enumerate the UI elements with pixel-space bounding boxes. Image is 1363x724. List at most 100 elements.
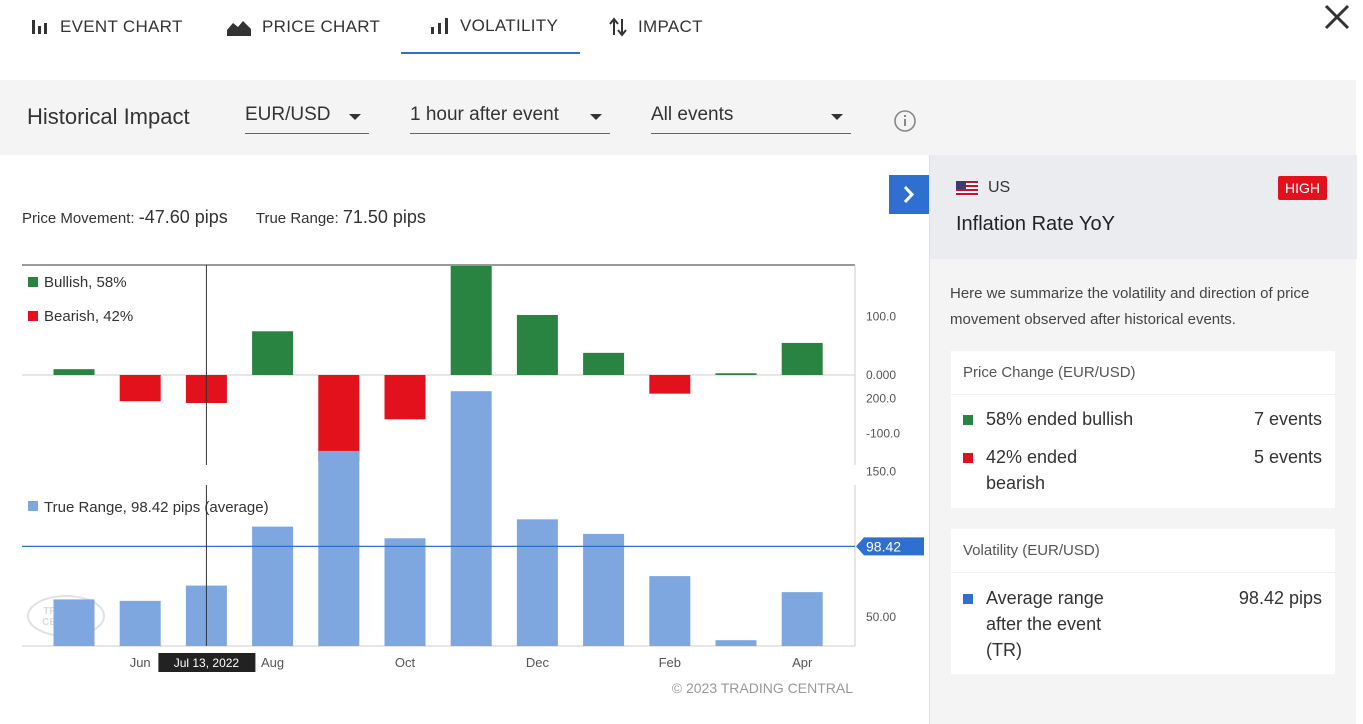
crosshair-readout: Price Movement: -47.60 pips True Range: … <box>22 207 426 228</box>
event-title: Inflation Rate YoY <box>956 213 1116 235</box>
bullish-bar <box>781 342 823 375</box>
top-nav: EVENT CHART PRICE CHART VOLATILITY IMPAC… <box>0 0 1363 80</box>
pair-select-value: EUR/USD <box>245 104 331 125</box>
range-square-icon <box>963 594 973 604</box>
chevron-down-icon <box>349 114 361 120</box>
panel-header: US HIGH Inflation Rate YoY <box>930 155 1357 259</box>
bearish-row: 42% ended bearish 5 events <box>951 444 1335 496</box>
true-range-label: True Range: <box>255 210 339 227</box>
crosshair-date-label: Jul 13, 2022 <box>174 656 240 670</box>
x-tick-label: Oct <box>395 655 416 670</box>
tab-label: IMPACT <box>638 17 703 36</box>
bearish-bar <box>318 375 360 462</box>
average-label: 98.42 <box>866 538 901 554</box>
impact-badge: HIGH <box>1278 176 1327 200</box>
tab-price-chart[interactable]: PRICE CHART <box>226 0 380 54</box>
x-tick-label: Jun <box>130 655 151 670</box>
expand-panel-button[interactable] <box>889 175 929 214</box>
range-bar <box>119 600 161 646</box>
bearish-bar <box>649 375 691 394</box>
bullish-bar <box>516 314 558 375</box>
bullish-legend-square <box>28 277 38 287</box>
toolbar: Historical Impact EUR/USD 1 hour after e… <box>0 80 1356 155</box>
event-info-panel: US HIGH Inflation Rate YoY Here we summa… <box>929 155 1357 724</box>
bearish-legend-square <box>28 311 38 321</box>
page-title: Historical Impact <box>27 104 190 129</box>
volatility-title: Volatility (EUR/USD) <box>951 529 1335 573</box>
range-bar <box>583 533 625 646</box>
bullish-bar <box>252 331 294 375</box>
events-select[interactable]: All events <box>651 102 851 134</box>
volatility-icon <box>431 18 448 34</box>
tab-volatility[interactable]: VOLATILITY <box>401 0 580 54</box>
range-bar <box>450 391 492 646</box>
bearish-label: 42% ended bearish <box>986 447 1078 493</box>
pair-select[interactable]: EUR/USD <box>245 102 369 134</box>
close-icon[interactable] <box>1322 2 1352 32</box>
bearish-square-icon <box>963 453 973 463</box>
range-bar <box>318 450 360 646</box>
bullish-bar <box>450 265 492 375</box>
average-label-box <box>856 537 924 556</box>
area-chart-icon <box>227 21 251 36</box>
y-tick-label: 50.00 <box>866 610 896 624</box>
range-bar <box>53 599 95 646</box>
range-bar <box>781 592 823 646</box>
range-legend-square <box>28 501 38 511</box>
bearish-bar <box>119 375 161 402</box>
info-icon[interactable] <box>893 109 917 133</box>
chevron-down-icon <box>590 114 602 120</box>
price-change-title: Price Change (EUR/USD) <box>951 351 1335 395</box>
chart-area: Price Movement: -47.60 pips True Range: … <box>0 155 928 724</box>
range-bar <box>516 519 558 646</box>
price-change-card: Price Change (EUR/USD) 58% ended bullish… <box>951 351 1335 508</box>
range-bar <box>252 526 294 646</box>
legend-bearish: Bearish, 42% <box>44 308 133 325</box>
tab-label: EVENT CHART <box>60 17 183 36</box>
y-tick-label: 0.000 <box>866 368 896 382</box>
range-bar <box>384 538 426 646</box>
average-range-row: Average range after the event (TR) 98.42… <box>951 585 1335 663</box>
bullish-bar <box>715 373 757 375</box>
y-tick-label: 150.0 <box>866 464 896 478</box>
tab-label: VOLATILITY <box>460 16 559 35</box>
bullish-bar <box>583 352 625 375</box>
tab-label: PRICE CHART <box>262 17 381 36</box>
timeframe-select[interactable]: 1 hour after event <box>410 102 610 134</box>
bearish-count: 5 events <box>1253 447 1322 467</box>
bullish-row: 58% ended bullish 7 events <box>951 406 1335 432</box>
country-code: US <box>988 179 1011 196</box>
bullish-square-icon <box>963 415 973 425</box>
price-movement-value: -47.60 pips <box>138 207 228 227</box>
x-tick-label: Aug <box>261 655 284 670</box>
bar-chart-icon <box>32 20 47 34</box>
bullish-label: 58% ended bullish <box>986 409 1134 429</box>
events-select-value: All events <box>651 104 734 125</box>
chevron-right-icon <box>903 185 915 204</box>
bullish-bar <box>53 369 95 375</box>
legend-true-range: True Range, 98.42 pips (average) <box>44 499 269 516</box>
range-bar <box>715 640 757 646</box>
average-range-value: 98.42 pips <box>1238 588 1322 608</box>
x-tick-label: Feb <box>659 655 681 670</box>
bullish-count: 7 events <box>1253 409 1322 429</box>
tab-event-chart[interactable]: EVENT CHART <box>30 0 183 54</box>
volatility-card: Volatility (EUR/USD) Average range after… <box>951 529 1335 674</box>
up-down-arrows-icon <box>609 17 627 37</box>
legend-bullish: Bullish, 58% <box>44 274 127 291</box>
average-range-label: Average range after the event (TR) <box>986 588 1104 660</box>
chevron-down-icon <box>831 114 843 120</box>
crosshair-date-box <box>158 653 256 672</box>
tab-impact[interactable]: IMPACT <box>608 0 703 54</box>
x-tick-label: Dec <box>526 655 550 670</box>
range-bar <box>649 576 691 646</box>
summary-text: Here we summarize the volatility and dir… <box>950 285 1310 328</box>
timeframe-select-value: 1 hour after event <box>410 104 559 125</box>
price-movement-label: Price Movement: <box>22 210 135 227</box>
volatility-chart[interactable]: 100.0 0.000 -100.0 Bullish, 58% Bearish, 42%… <box>0 155 928 724</box>
us-flag-icon <box>956 180 978 196</box>
bearish-bar <box>384 375 426 420</box>
true-range-value: 71.50 pips <box>342 207 426 227</box>
country: US <box>956 179 1010 197</box>
y-tick-label: 200.0 <box>866 391 896 405</box>
